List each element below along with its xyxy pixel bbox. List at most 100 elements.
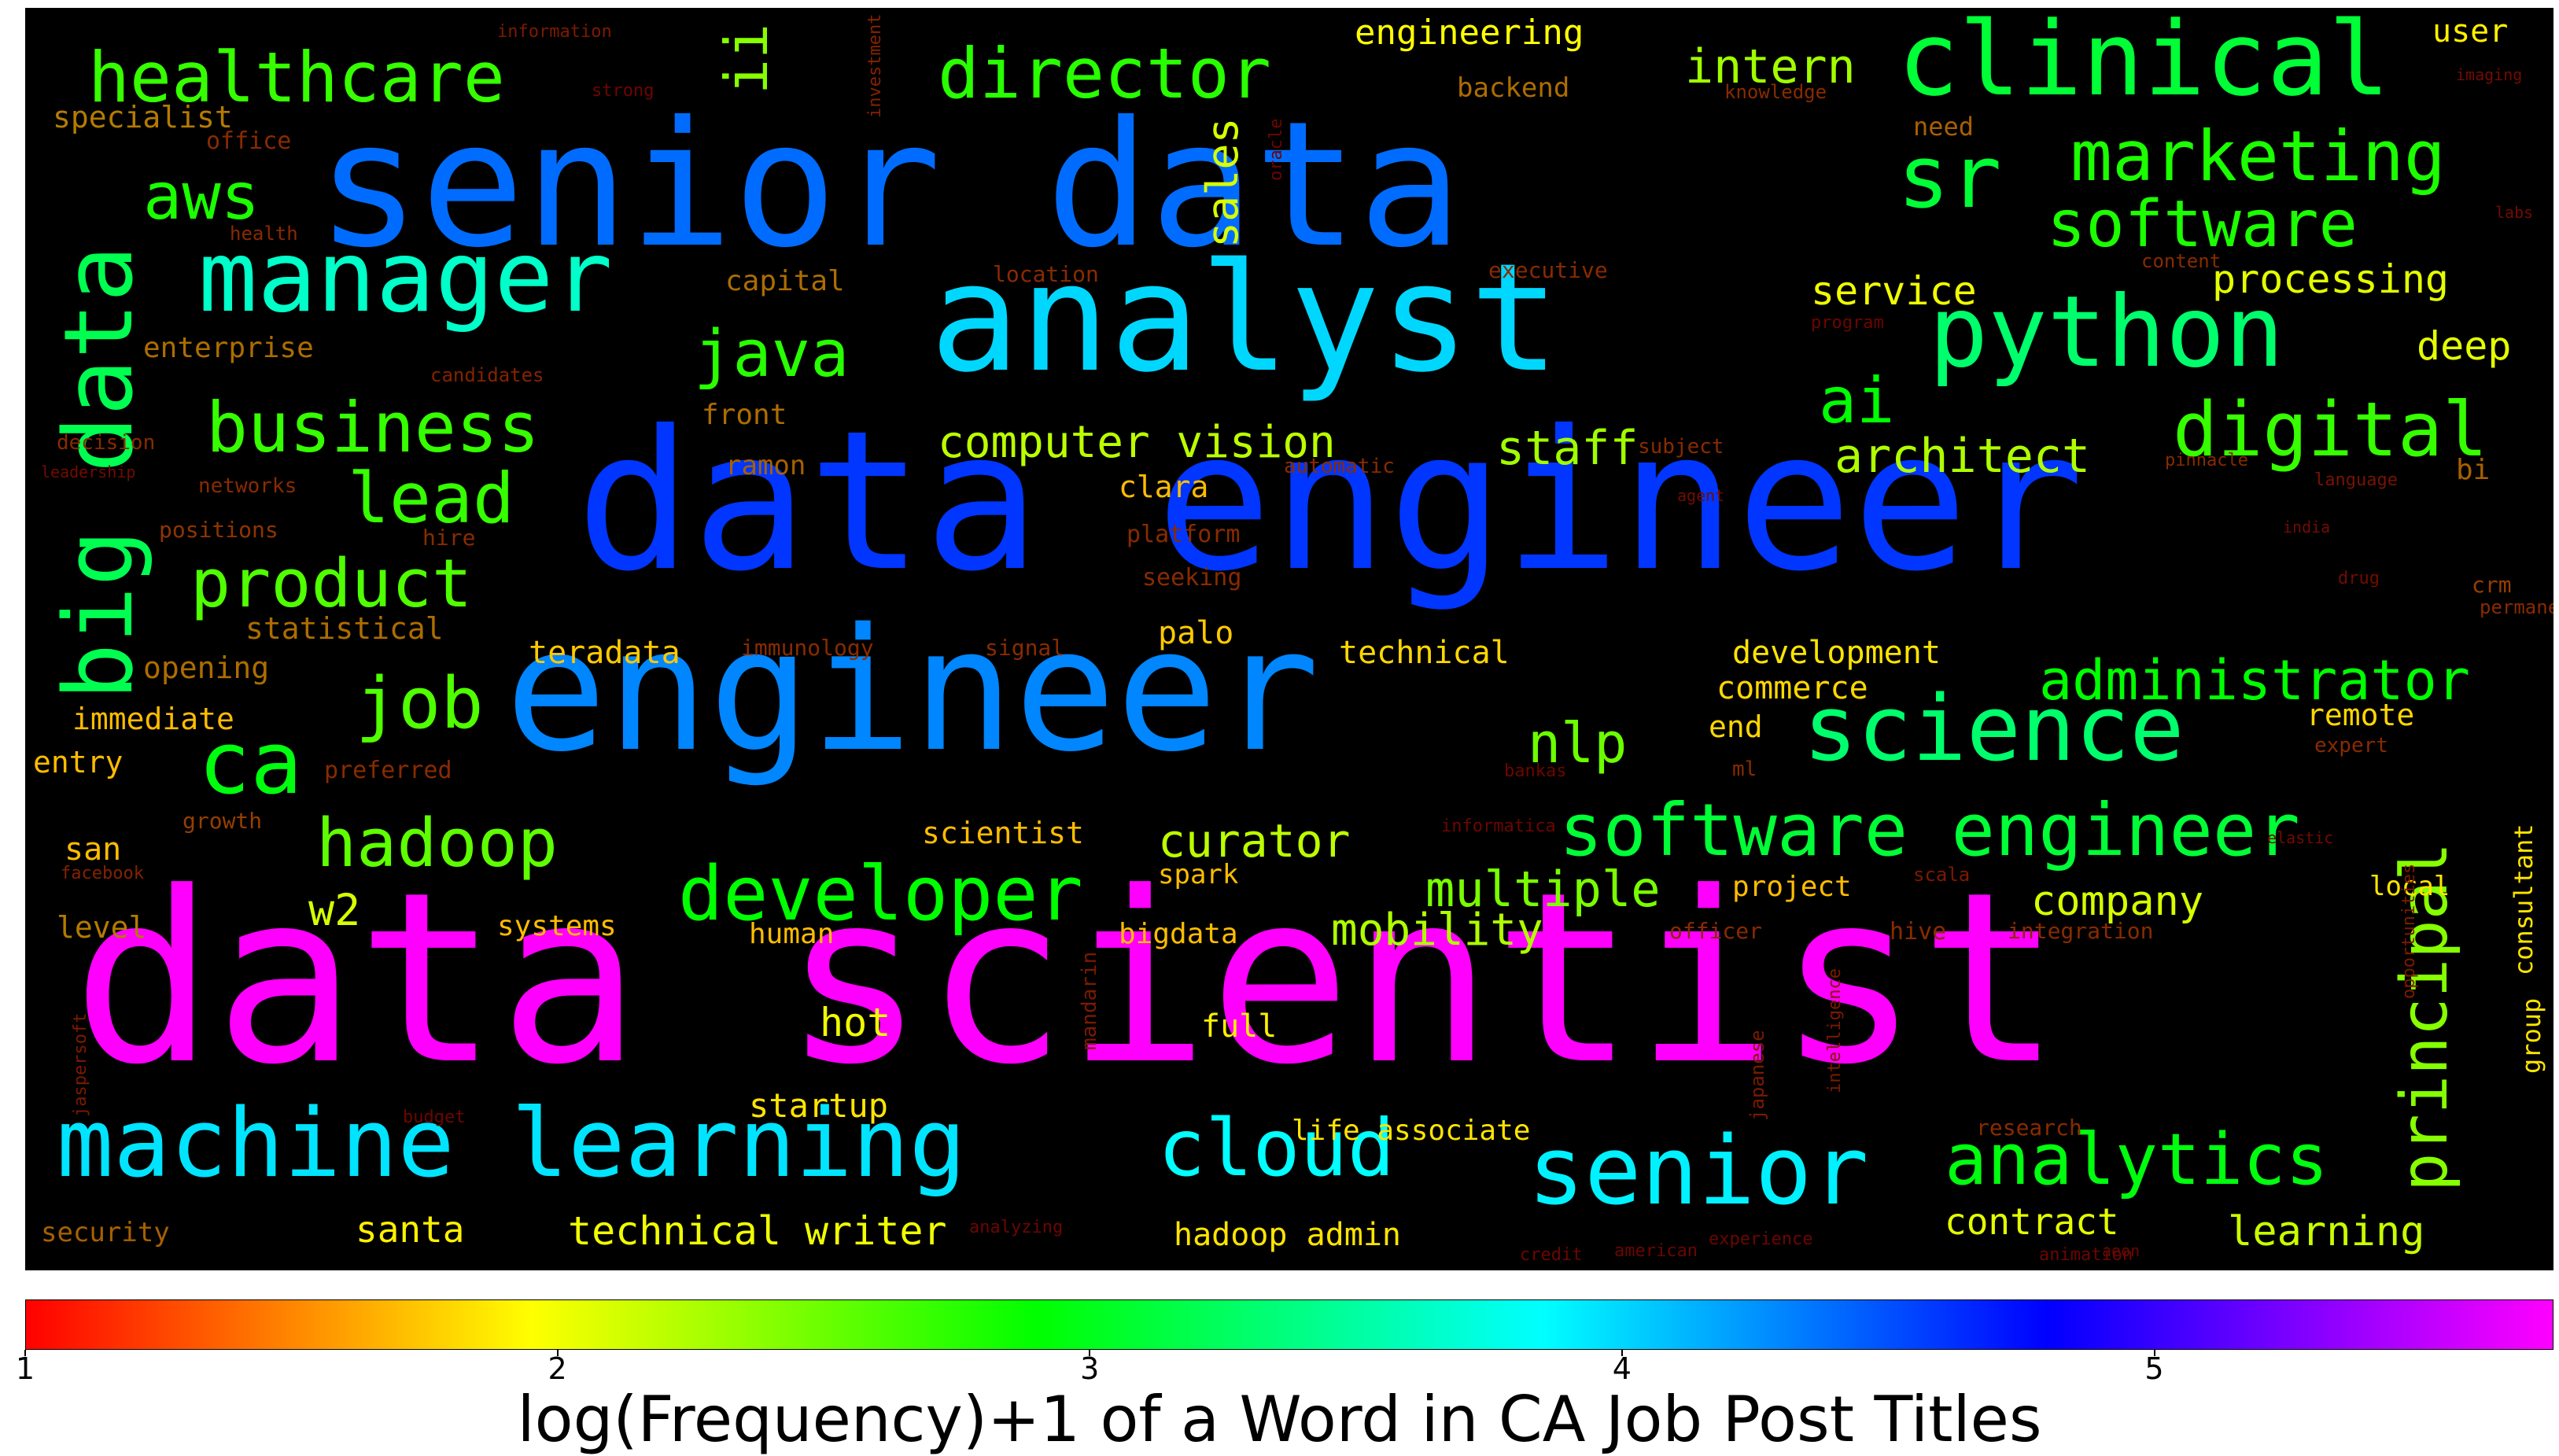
word-end: end: [1709, 710, 1763, 744]
word-full: full: [1201, 1008, 1278, 1045]
word-opportunities: opportunities: [2399, 863, 2419, 999]
word-nlp: nlp: [1528, 711, 1628, 776]
word-teradata: teradata: [529, 635, 680, 671]
word-bankas: bankas: [1504, 761, 1567, 781]
word-security: security: [41, 1217, 170, 1248]
word-technical-writer: technical writer: [568, 1208, 947, 1254]
word-science: science: [1803, 676, 2185, 782]
word-pinnacle: pinnacle: [2165, 451, 2248, 470]
word-data-scientist: data scientist: [72, 842, 2062, 1116]
word-imaging: imaging: [2456, 65, 2523, 84]
word-immunology: immunology: [741, 635, 874, 661]
word-investment: investment: [865, 13, 885, 118]
word-santa: santa: [356, 1208, 465, 1251]
word-machine-learning: machine learning: [57, 1089, 966, 1199]
word-marketing: marketing: [2070, 116, 2446, 197]
word-data-engineer: data engineer: [576, 389, 2085, 614]
word-india: india: [2283, 518, 2331, 536]
word-growth: growth: [183, 808, 263, 834]
word-clara: clara: [1119, 470, 1209, 504]
word-learning: learning: [2228, 1208, 2425, 1255]
word-commerce: commerce: [1716, 670, 1868, 706]
word-hot: hot: [820, 1000, 891, 1045]
word-platform: platform: [1126, 521, 1241, 548]
word-aws: aws: [143, 160, 260, 234]
word-w2: w2: [308, 885, 361, 935]
word-staff: staff: [1496, 421, 1639, 476]
word-sr: sr: [1897, 127, 2002, 227]
word-aeon: aeon: [2102, 1241, 2140, 1260]
word-immediate: immediate: [72, 702, 234, 736]
word-remote: remote: [2306, 698, 2415, 732]
word-program: program: [1811, 313, 1884, 333]
word-front: front: [702, 399, 787, 431]
word-software-engineer: software engineer: [1559, 788, 2300, 872]
word-agent: agent: [1677, 486, 1725, 505]
word-palo: palo: [1158, 615, 1234, 651]
word-ai: ai: [1819, 364, 1895, 437]
word-hire: hire: [422, 525, 476, 551]
colorbar-tick-mark: [556, 1350, 559, 1356]
word-integration: integration: [2008, 918, 2154, 944]
word-candidates: candidates: [430, 364, 544, 386]
colorbar-tick-label: 3: [1080, 1351, 1100, 1386]
word-japanese: japanese: [1746, 1030, 1768, 1121]
word-american: american: [1614, 1241, 1698, 1261]
word-ramon: ramon: [725, 450, 806, 481]
word-health: health: [230, 223, 298, 245]
word-location: location: [993, 261, 1099, 287]
word-analytics: analytics: [1945, 1119, 2329, 1201]
word-clinical: clinical: [1897, 8, 2391, 119]
word-officer: officer: [1669, 918, 1763, 944]
word-executive: executive: [1488, 257, 1608, 283]
word-cloud: data scientist data engineer senior data en…: [25, 8, 2553, 1270]
word-mobility: mobility: [1331, 905, 1543, 956]
word-contract: contract: [1945, 1200, 2119, 1243]
word-backend: backend: [1457, 72, 1570, 104]
word-language: language: [2314, 470, 2398, 490]
word-ca: ca: [198, 713, 303, 813]
word-developer: developer: [678, 851, 1083, 938]
word-consultant: consultant: [2509, 824, 2539, 975]
word-curator: curator: [1158, 814, 1351, 868]
word-scientist: scientist: [922, 816, 1084, 850]
word-information: information: [497, 22, 612, 42]
word-need: need: [1913, 112, 1975, 142]
word-deep: deep: [2417, 323, 2512, 369]
word-processing: processing: [2212, 256, 2450, 302]
word-healthcare: healthcare: [88, 37, 505, 118]
colorbar-tick-mark: [1089, 1350, 1091, 1356]
word-animation: animation: [2039, 1245, 2133, 1265]
word-subject: subject: [1638, 435, 1724, 459]
word-ii: ii: [712, 23, 781, 94]
word-startup: startup: [749, 1086, 889, 1125]
word-capital: capital: [725, 265, 845, 297]
word-intelligence: intelligence: [1825, 968, 1845, 1093]
word-computer-vision: computer vision: [938, 417, 1336, 468]
word-entry: entry: [33, 745, 124, 780]
colorbar-tick-label: 1: [15, 1351, 35, 1386]
word-oracle: oracle: [1267, 118, 1286, 181]
word-decision: decision: [57, 431, 156, 455]
word-san: san: [65, 831, 122, 868]
word-ml: ml: [1732, 757, 1757, 781]
word-scala: scala: [1913, 864, 1971, 886]
word-architect: architect: [1834, 429, 2091, 484]
word-office: office: [206, 127, 292, 155]
colorbar-tick-mark: [24, 1350, 26, 1356]
word-expert: expert: [2314, 734, 2388, 757]
word-analyst: analyst: [930, 231, 1560, 405]
word-bigdata: bigdata: [1119, 918, 1238, 950]
word-networks: networks: [198, 474, 297, 498]
word-human: human: [749, 918, 835, 950]
word-user: user: [2432, 13, 2509, 50]
word-digital: digital: [2173, 387, 2488, 474]
word-statistical: statistical: [245, 611, 444, 646]
word-engineering: engineering: [1355, 13, 1584, 53]
word-software: software: [2047, 187, 2358, 262]
word-level: level: [57, 910, 147, 945]
word-opening: opening: [143, 651, 270, 685]
word-director: director: [938, 33, 1271, 114]
word-elastic: elastic: [2267, 828, 2334, 847]
word-senior: senior: [1528, 1117, 1869, 1226]
